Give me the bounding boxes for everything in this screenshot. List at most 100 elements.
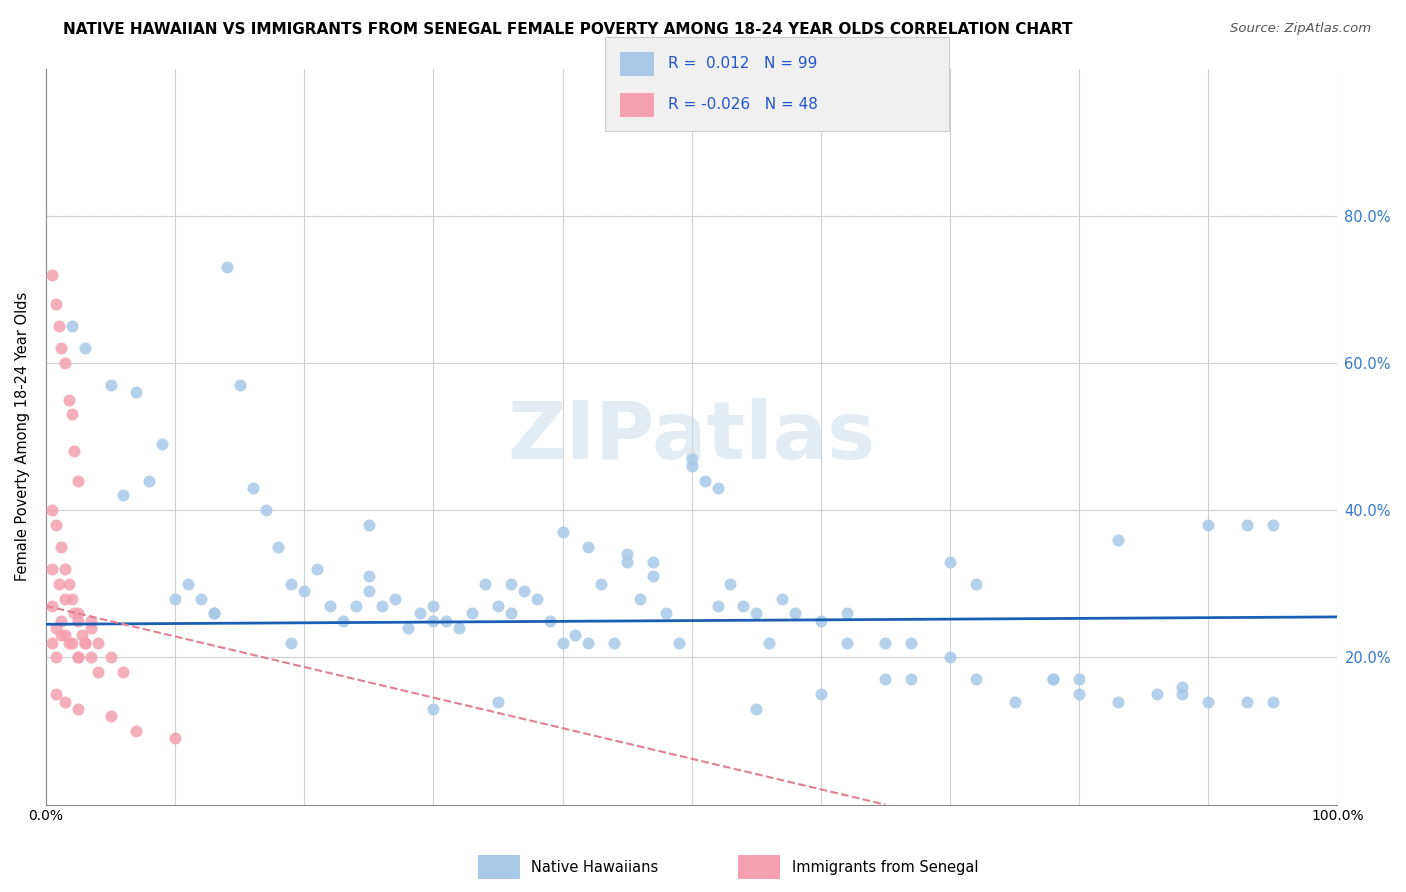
Point — [474, 576, 496, 591]
Point — [526, 591, 548, 606]
Point — [41, 635, 63, 649]
Point — [51, 628, 73, 642]
Point — [357, 517, 380, 532]
Point — [58, 635, 80, 649]
Point — [86, 635, 108, 649]
Point — [53, 356, 76, 370]
Point — [41, 599, 63, 613]
Point — [965, 673, 987, 687]
Point — [357, 584, 380, 599]
Point — [125, 724, 148, 739]
Point — [165, 591, 187, 606]
Point — [551, 635, 574, 649]
Point — [63, 606, 86, 620]
Point — [73, 635, 96, 649]
Point — [396, 621, 419, 635]
Point — [835, 635, 858, 649]
Point — [616, 555, 638, 569]
Point — [1042, 673, 1064, 687]
Point — [58, 576, 80, 591]
Point — [60, 635, 83, 649]
Point — [67, 650, 90, 665]
Point — [745, 606, 768, 620]
Point — [67, 614, 90, 628]
Point — [1171, 687, 1194, 701]
Text: Immigrants from Senegal: Immigrants from Senegal — [792, 860, 979, 874]
Point — [434, 614, 457, 628]
Point — [86, 665, 108, 679]
Point — [53, 695, 76, 709]
Point — [603, 635, 626, 649]
Point — [357, 569, 380, 583]
Point — [280, 635, 302, 649]
Point — [810, 614, 832, 628]
Point — [783, 606, 806, 620]
Point — [835, 606, 858, 620]
Point — [409, 606, 432, 620]
Point — [422, 599, 444, 613]
Point — [228, 378, 250, 392]
Point — [1107, 695, 1129, 709]
Point — [1236, 695, 1258, 709]
Point — [60, 408, 83, 422]
Point — [53, 562, 76, 576]
Point — [63, 444, 86, 458]
Point — [332, 614, 354, 628]
Point — [53, 591, 76, 606]
Text: R = -0.026   N = 48: R = -0.026 N = 48 — [668, 97, 818, 112]
Y-axis label: Female Poverty Among 18-24 Year Olds: Female Poverty Among 18-24 Year Olds — [15, 292, 30, 582]
Point — [58, 392, 80, 407]
Point — [112, 488, 135, 502]
Point — [67, 474, 90, 488]
Point — [1004, 695, 1026, 709]
Point — [745, 702, 768, 716]
Point — [706, 599, 728, 613]
Point — [1261, 517, 1284, 532]
Point — [45, 687, 67, 701]
Point — [45, 650, 67, 665]
Point — [177, 576, 200, 591]
Point — [939, 650, 962, 665]
Point — [564, 628, 586, 642]
Point — [73, 341, 96, 355]
Text: NATIVE HAWAIIAN VS IMMIGRANTS FROM SENEGAL FEMALE POVERTY AMONG 18-24 YEAR OLDS : NATIVE HAWAIIAN VS IMMIGRANTS FROM SENEG… — [63, 22, 1073, 37]
Point — [1171, 680, 1194, 694]
Point — [770, 591, 793, 606]
Point — [758, 635, 780, 649]
Point — [60, 591, 83, 606]
Point — [67, 650, 90, 665]
Point — [1042, 673, 1064, 687]
Point — [242, 481, 264, 495]
Point — [344, 599, 367, 613]
Point — [45, 517, 67, 532]
Point — [51, 540, 73, 554]
Point — [100, 650, 122, 665]
Point — [422, 614, 444, 628]
Text: Source: ZipAtlas.com: Source: ZipAtlas.com — [1230, 22, 1371, 36]
Point — [48, 319, 70, 334]
Point — [1069, 673, 1091, 687]
Point — [280, 576, 302, 591]
Point — [384, 591, 406, 606]
Point — [48, 576, 70, 591]
Point — [73, 635, 96, 649]
Point — [371, 599, 394, 613]
Point — [900, 635, 922, 649]
Point — [53, 628, 76, 642]
Point — [67, 606, 90, 620]
Point — [1069, 687, 1091, 701]
Point — [254, 503, 277, 517]
Point — [576, 635, 599, 649]
Point — [875, 673, 897, 687]
Point — [1197, 517, 1219, 532]
Point — [165, 731, 187, 746]
Point — [112, 665, 135, 679]
Point — [681, 458, 703, 473]
Point — [551, 525, 574, 540]
Text: R =  0.012   N = 99: R = 0.012 N = 99 — [668, 56, 817, 71]
Point — [80, 621, 103, 635]
Point — [80, 650, 103, 665]
Point — [422, 702, 444, 716]
Point — [80, 614, 103, 628]
Point — [538, 614, 561, 628]
